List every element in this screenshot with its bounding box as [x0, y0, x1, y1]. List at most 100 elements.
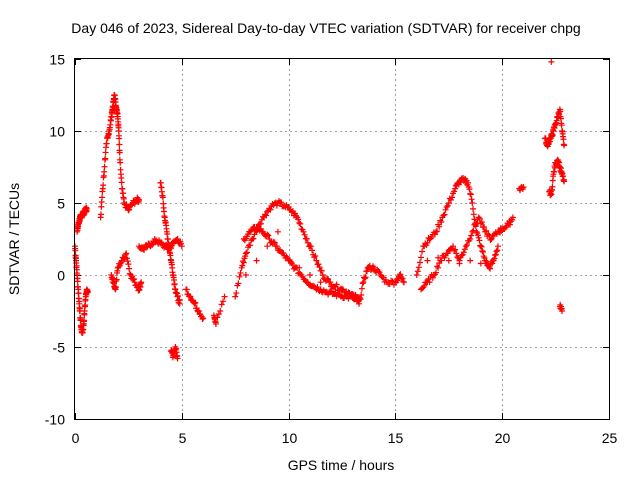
- data-point: [100, 182, 107, 189]
- data-point: [440, 212, 447, 219]
- data-point: [266, 236, 273, 242]
- data-point: [171, 280, 178, 287]
- data-point: [81, 311, 88, 318]
- data-point: [397, 271, 404, 278]
- data-point: [116, 149, 123, 156]
- data-point: [431, 231, 438, 238]
- data-point: [548, 58, 555, 65]
- data-point: [103, 140, 110, 147]
- data-point: [549, 131, 556, 138]
- data-point: [477, 242, 484, 249]
- data-point: [451, 188, 458, 195]
- data-point: [415, 264, 422, 271]
- data-point: [126, 265, 133, 272]
- data-point: [194, 307, 201, 314]
- data-point: [432, 269, 439, 276]
- data-point: [274, 228, 281, 235]
- data-point: [237, 269, 244, 276]
- data-point: [235, 280, 242, 287]
- data-point: [218, 301, 225, 308]
- data-point: [479, 248, 486, 255]
- data-point: [435, 264, 442, 271]
- data-point: [556, 108, 563, 115]
- data-point: [369, 263, 376, 270]
- data-point: [123, 201, 130, 208]
- data-point: [101, 168, 108, 175]
- data-point: [263, 212, 270, 219]
- data-point: [178, 240, 185, 247]
- data-point: [429, 274, 436, 281]
- y-tick-label: -5: [53, 340, 66, 356]
- plot-frame: [74, 58, 610, 420]
- data-point: [491, 255, 498, 262]
- data-point: [264, 231, 271, 238]
- data-point: [172, 286, 179, 293]
- data-point: [376, 269, 383, 276]
- data-point: [314, 284, 321, 291]
- data-point: [471, 216, 478, 223]
- data-point: [135, 198, 142, 205]
- data-point: [102, 149, 109, 156]
- data-point: [453, 250, 460, 257]
- data-point: [438, 218, 445, 225]
- data-point: [99, 188, 106, 195]
- data-point: [264, 243, 271, 250]
- data-point: [159, 194, 166, 201]
- data-point: [441, 211, 448, 218]
- data-point: [163, 225, 170, 232]
- data-point: [161, 213, 168, 220]
- data-point: [368, 266, 375, 273]
- data-point: [123, 255, 130, 262]
- data-point: [302, 278, 309, 285]
- data-point: [481, 223, 488, 230]
- data-point: [294, 264, 301, 271]
- data-point: [309, 247, 316, 254]
- data-point: [360, 279, 367, 286]
- data-point: [470, 227, 477, 234]
- data-point: [413, 272, 420, 278]
- data-point: [507, 221, 514, 228]
- data-point: [199, 316, 206, 323]
- data-point: [313, 257, 320, 264]
- data-point: [217, 307, 224, 314]
- data-points: [72, 58, 568, 362]
- data-point: [295, 216, 302, 223]
- data-point: [416, 259, 423, 266]
- data-point: [265, 232, 272, 239]
- data-point: [488, 236, 495, 242]
- data-point: [328, 287, 335, 294]
- data-point: [242, 272, 249, 278]
- data-point: [363, 268, 370, 275]
- data-point: [493, 248, 500, 255]
- data-point: [468, 196, 475, 203]
- data-point: [312, 252, 319, 259]
- data-point: [519, 185, 526, 192]
- data-point: [315, 287, 322, 294]
- x-tick-label: 25: [602, 430, 618, 446]
- data-point: [424, 257, 431, 264]
- data-point: [375, 268, 382, 275]
- data-point: [102, 155, 109, 162]
- data-point: [492, 251, 499, 258]
- data-point: [386, 281, 393, 288]
- data-point: [117, 159, 124, 166]
- data-point: [220, 298, 227, 305]
- data-point: [467, 257, 474, 264]
- data-point: [110, 275, 117, 282]
- data-point: [494, 247, 501, 254]
- data-point: [487, 265, 494, 272]
- data-point: [445, 200, 452, 206]
- data-point: [76, 308, 83, 315]
- data-point: [192, 299, 199, 306]
- data-point: [75, 284, 82, 291]
- data-point: [452, 246, 459, 253]
- data-point: [296, 219, 303, 226]
- y-axis-label: SDTVAR / TECUs: [6, 183, 22, 295]
- data-point: [475, 234, 482, 241]
- data-point: [239, 262, 246, 269]
- data-point: [463, 177, 470, 184]
- data-point: [503, 222, 510, 229]
- data-point: [494, 243, 501, 250]
- data-point: [449, 194, 456, 201]
